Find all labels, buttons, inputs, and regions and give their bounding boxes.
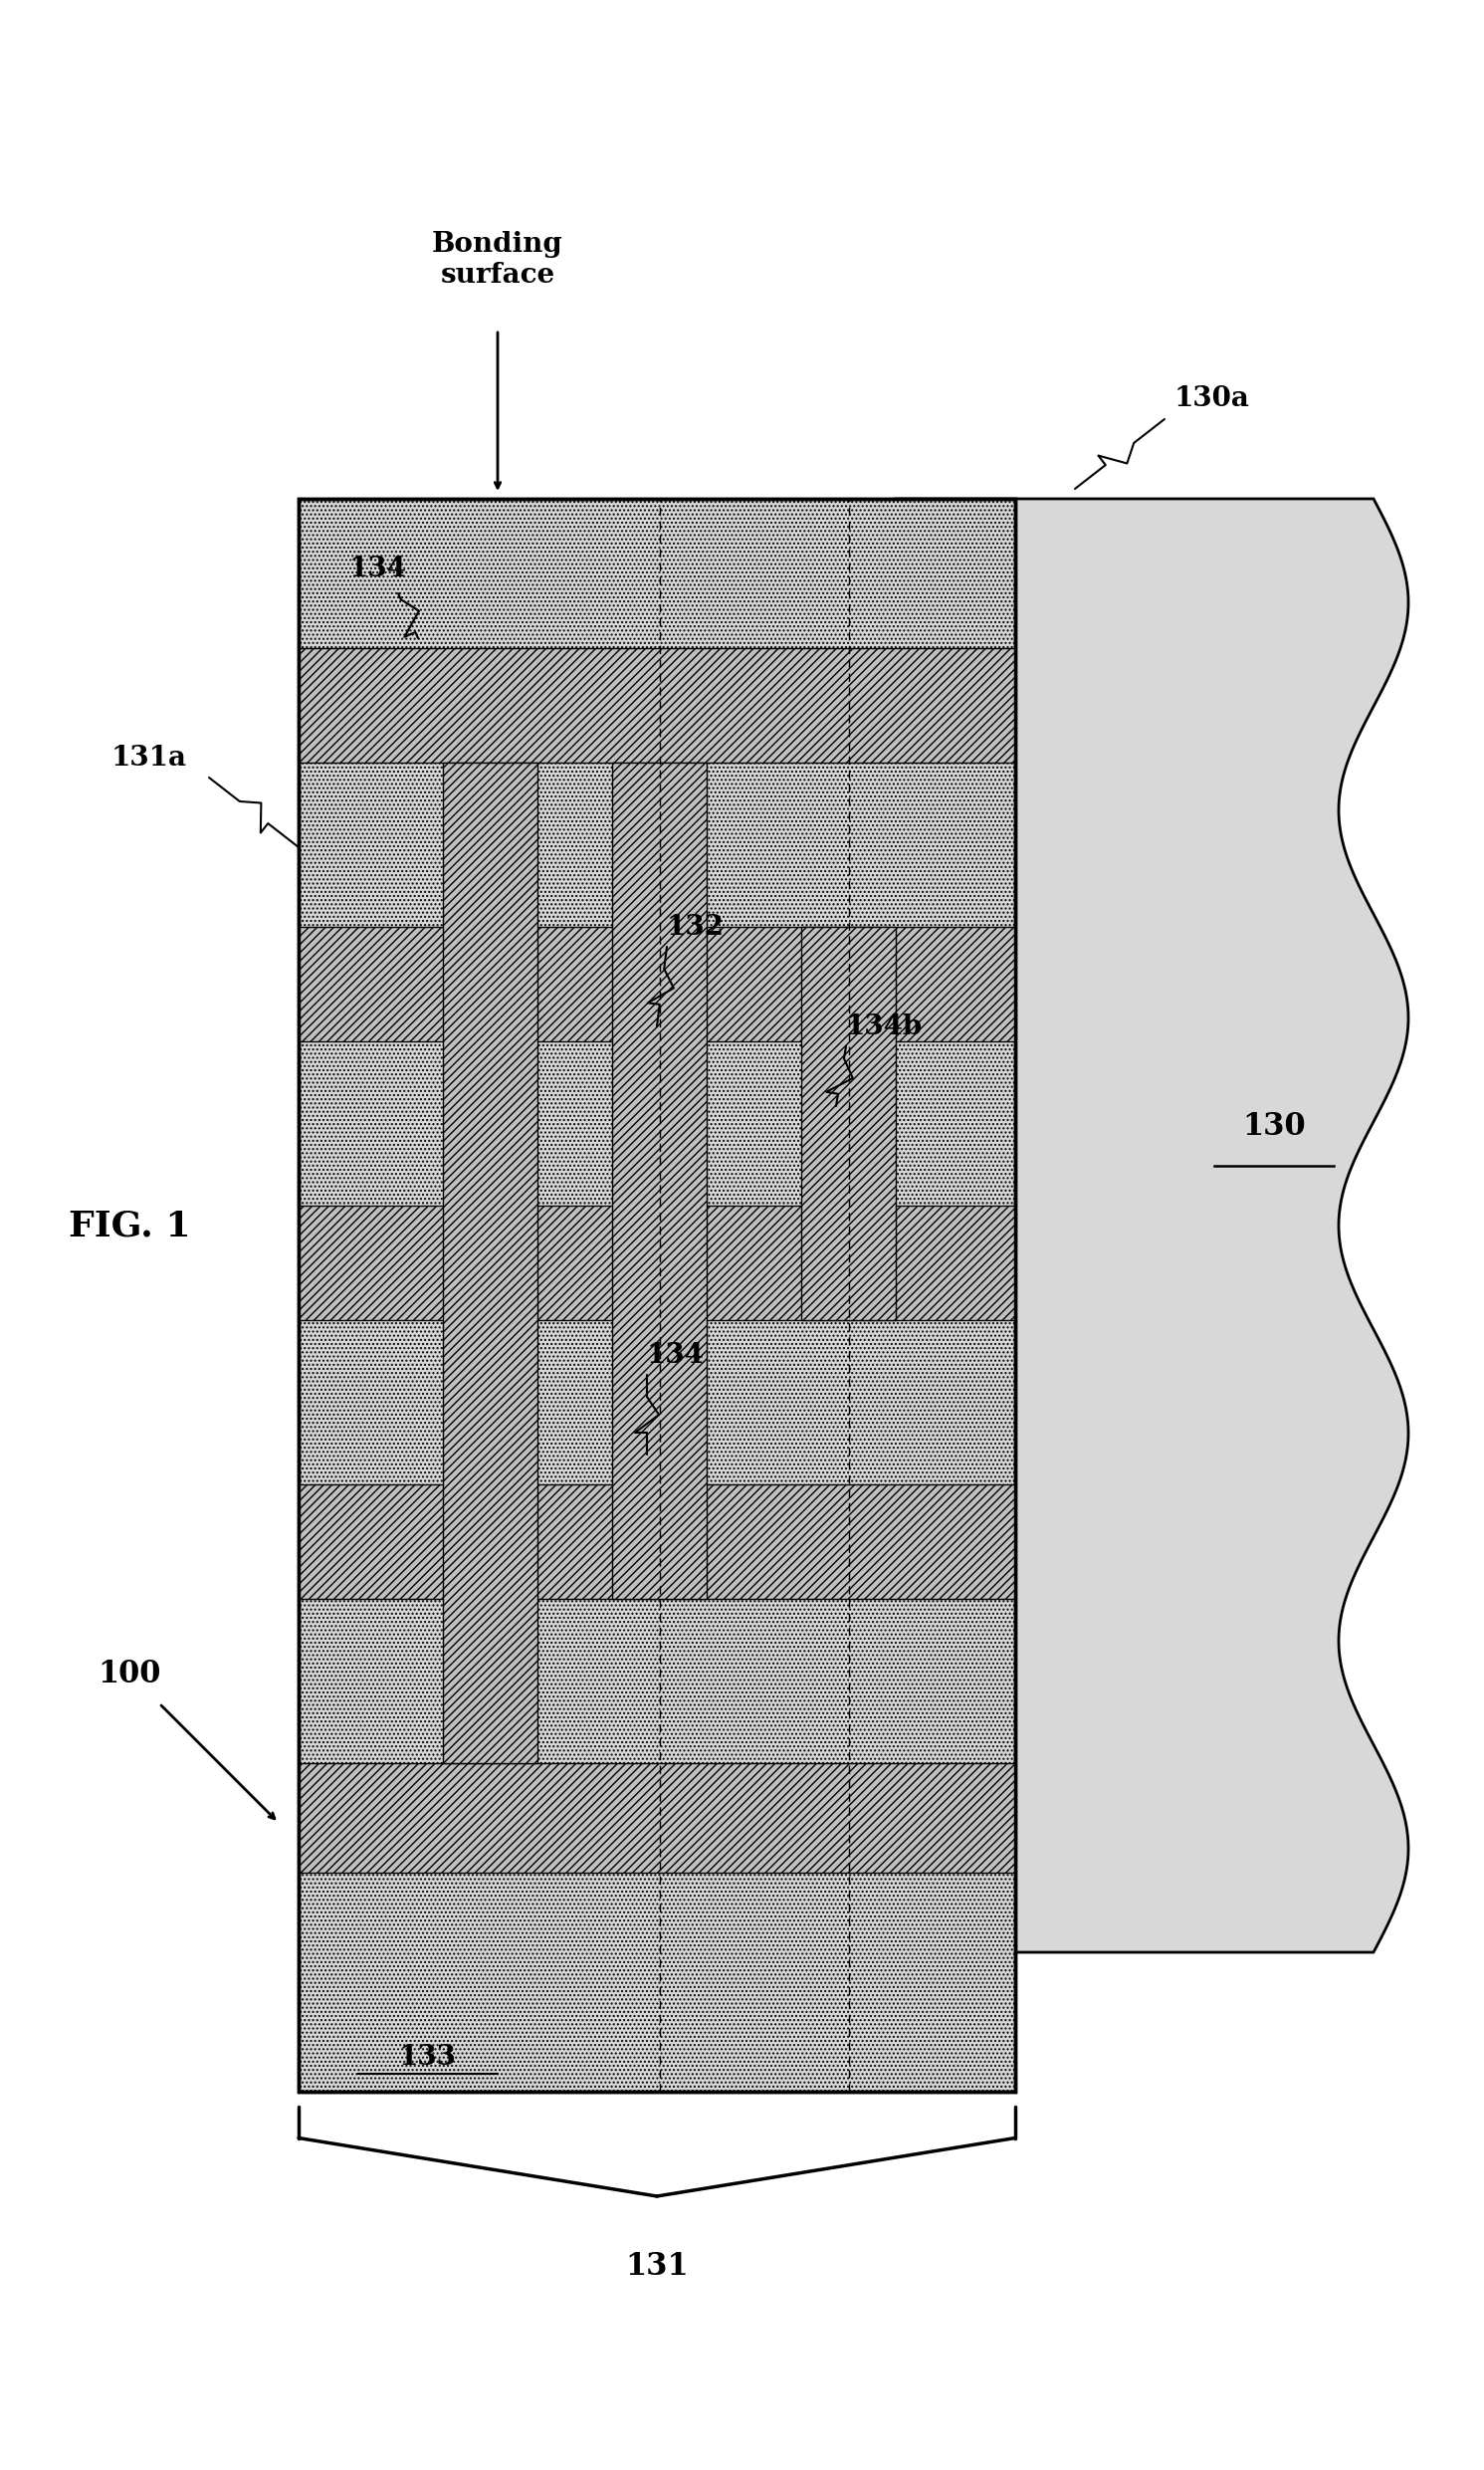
Text: 134: 134 <box>647 1341 705 1368</box>
Bar <box>298 499 1015 2092</box>
Text: 130a: 130a <box>1174 385 1250 412</box>
Bar <box>298 647 1015 763</box>
Text: FIG. 1: FIG. 1 <box>68 1208 190 1242</box>
Text: 133: 133 <box>399 2043 457 2070</box>
Text: 131a: 131a <box>111 743 187 771</box>
Polygon shape <box>896 499 1408 1951</box>
Bar <box>298 926 1015 1042</box>
Bar <box>298 1205 1015 1319</box>
Bar <box>298 1484 1015 1598</box>
Bar <box>298 499 1015 2092</box>
Bar <box>896 499 1423 1951</box>
Text: 134b: 134b <box>846 1013 923 1040</box>
Text: 130: 130 <box>1242 1112 1306 1141</box>
Bar <box>442 763 537 1764</box>
Bar <box>298 1764 1015 1872</box>
Text: 131: 131 <box>625 2250 689 2282</box>
Bar <box>611 763 706 1598</box>
Text: 100: 100 <box>98 1657 160 1689</box>
Bar <box>801 926 896 1319</box>
Text: 134: 134 <box>349 556 407 583</box>
Text: 132: 132 <box>666 914 724 941</box>
Text: Bonding
surface: Bonding surface <box>432 230 564 289</box>
